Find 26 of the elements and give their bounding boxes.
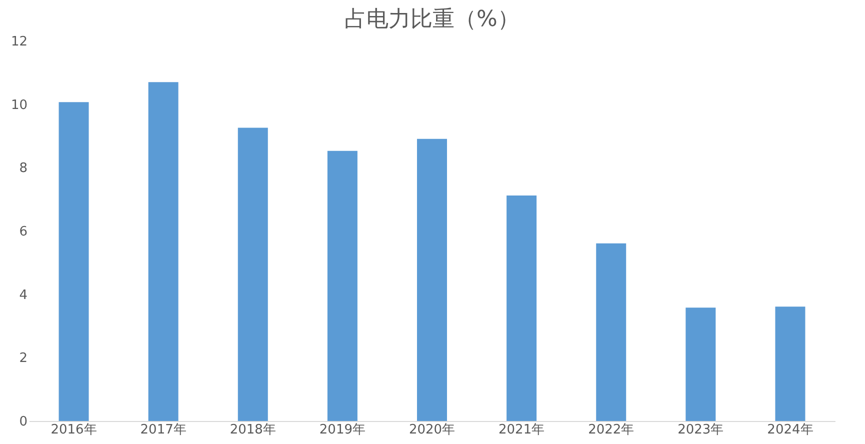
y-tick-label: 12 (10, 34, 28, 50)
bar (417, 138, 447, 421)
x-tick-label: 2020年 (408, 422, 456, 438)
bar (506, 196, 537, 421)
x-tick-label: 2016年 (50, 422, 97, 438)
x-tick-label: 2024年 (767, 422, 814, 438)
bar (775, 306, 806, 421)
x-tick-label: 2019年 (319, 422, 366, 438)
y-tick-label: 10 (10, 98, 28, 113)
x-tick-label: 2017年 (140, 422, 186, 438)
bar (58, 102, 89, 421)
y-tick-label: 8 (19, 161, 28, 176)
bar (148, 82, 178, 421)
y-tick-label: 2 (19, 351, 28, 366)
x-tick-label: 2023年 (678, 422, 724, 438)
bar (596, 243, 626, 421)
y-tick-label: 6 (19, 224, 28, 240)
y-tick-label: 0 (19, 414, 28, 430)
x-tick-label: 2021年 (498, 422, 545, 438)
y-tick-label: 4 (19, 288, 28, 303)
bar (238, 128, 268, 421)
bar (686, 308, 716, 421)
bar (327, 150, 358, 421)
x-tick-label: 2022年 (588, 422, 634, 438)
x-tick-label: 2018年 (230, 422, 276, 438)
chart-title: 占电力比重（%） (344, 7, 520, 32)
